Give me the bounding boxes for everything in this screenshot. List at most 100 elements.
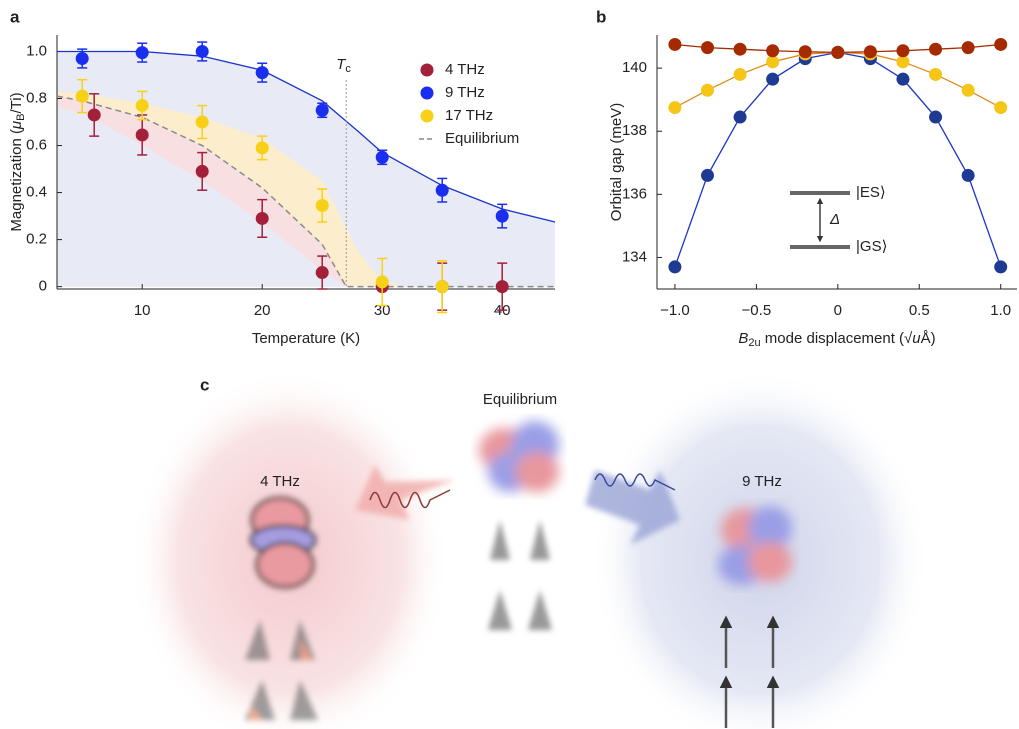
point [766,72,780,86]
point [961,41,975,55]
point [700,168,714,182]
legend-label: 17 THz [445,107,493,124]
point [994,37,1008,51]
point [733,67,747,81]
point [961,168,975,182]
state-label: 4 THz [260,473,300,490]
legend-marker [420,86,434,100]
x-tick-label: 1.0 [990,302,1011,319]
x-tick-label: −0.5 [742,302,772,319]
point [831,45,845,59]
y-tick-label: 1.0 [26,42,47,59]
point [929,110,943,124]
point [929,42,943,56]
level-label: |ES⟩ [856,184,886,201]
point [255,211,269,225]
state-label: 9 THz [742,473,782,490]
curve [57,50,556,223]
x-tick-label: 0.5 [909,302,930,319]
point [896,44,910,58]
point [733,42,747,56]
point [896,55,910,69]
arrow-4thz [355,465,455,520]
x-tick-label: 20 [254,302,271,319]
y-axis-label: Magnetization (μB/Ti) [8,92,27,231]
label-part: c [345,63,351,75]
point [700,83,714,97]
point [435,183,449,197]
label-part: T [336,56,347,73]
point [87,108,101,122]
label-part: Å) [921,330,936,347]
line [674,51,1002,109]
y-tick-label: 138 [622,122,647,139]
orbital-9thz [718,506,792,585]
point [315,266,329,280]
y-axis-label: Orbital gap (meV) [608,103,625,221]
point [994,260,1008,274]
panel-label: c [200,375,209,394]
point [994,101,1008,115]
y-tick-label: 140 [622,59,647,76]
point [766,44,780,58]
label-part: B [15,113,27,120]
band [57,107,347,287]
point [255,66,269,80]
point [495,209,509,223]
chart: −1.0 −0.5 0 0.5 1.0 134 136 138 140 B2u mode disp… [608,35,1017,349]
line [674,51,1002,268]
y-tick-label: 0.2 [26,231,47,248]
y-tick-label: 0.6 [26,137,47,154]
x-axis-label: B2u mode displacement (√uÅ) [738,330,935,349]
point [733,110,747,124]
label-part: u [912,330,921,347]
y-tick-label: 0.8 [26,89,47,106]
legend-label: 9 THz [445,84,485,101]
annotation: Tc [336,56,351,75]
point [195,44,209,58]
label-part: B [738,330,748,347]
level-label: |GS⟩ [856,238,887,255]
y-tick-label: 136 [622,185,647,202]
orbital-eq [479,421,559,492]
x-tick-label: 30 [374,302,391,319]
illustration: c Equilibrium 4 THz 9 THz [130,370,930,729]
point [375,275,389,289]
label-part: 2u [748,337,760,349]
y-tick-label: 0 [39,278,47,295]
y-tick-label: 134 [622,248,647,265]
arrow-9thz [585,470,680,545]
point [668,37,682,51]
point [135,128,149,142]
spins-4thz [245,620,318,720]
point [135,99,149,113]
orbital-4thz [249,496,317,589]
panel-label: b [596,7,606,26]
wave-red [369,489,451,509]
point [75,89,89,103]
legend-marker [420,109,434,123]
legend-label: Equilibrium [445,130,519,147]
point [668,101,682,115]
spins-eq [488,520,552,630]
legend-label: 4 THz [445,61,485,78]
point [435,280,449,294]
point [255,141,269,155]
point [315,199,329,213]
point [495,280,509,294]
state-label: Equilibrium [483,391,557,408]
point [315,103,329,117]
point [195,115,209,129]
point [863,45,877,59]
label-part: /Ti) [8,92,25,113]
label-part: μ [8,121,25,130]
point [700,41,714,55]
point [375,150,389,164]
point [896,72,910,86]
point [798,45,812,59]
label-part: Orbital gap (meV) [608,103,625,221]
x-tick-label: 10 [134,302,151,319]
gap-label: Δ [829,211,840,228]
